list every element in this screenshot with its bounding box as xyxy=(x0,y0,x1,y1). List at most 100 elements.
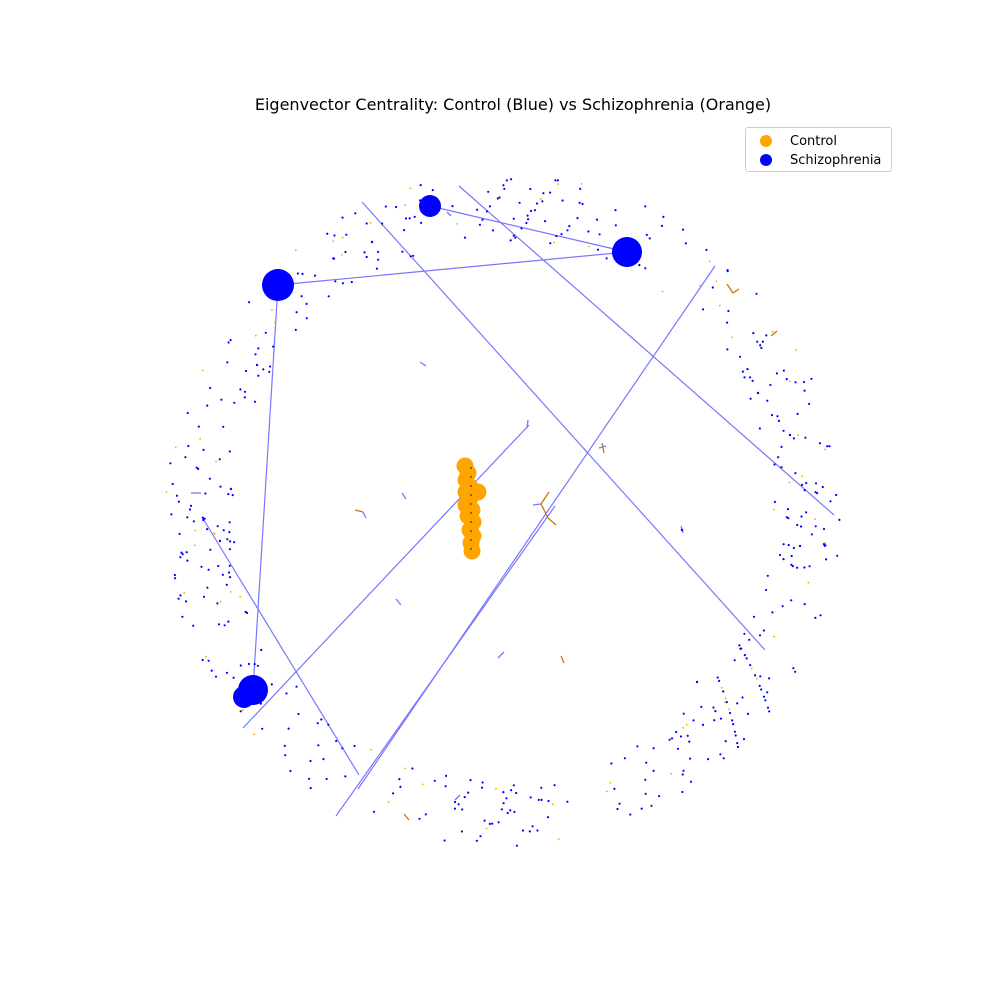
isolated-node xyxy=(547,799,550,803)
isolated-node xyxy=(785,516,788,519)
isolated-node xyxy=(201,658,204,662)
isolated-node xyxy=(491,229,495,232)
isolated-node xyxy=(739,647,742,650)
control-hub-edge-dot xyxy=(470,476,472,478)
isolated-node xyxy=(759,344,762,347)
isolated-node xyxy=(799,525,803,528)
isolated-node xyxy=(805,511,808,514)
isolated-node xyxy=(195,466,198,469)
isolated-node xyxy=(557,183,560,186)
isolated-node xyxy=(227,620,230,623)
isolated-node xyxy=(790,554,793,558)
isolated-node xyxy=(305,302,308,305)
isolated-node xyxy=(285,692,288,695)
isolated-node xyxy=(716,676,719,679)
isolated-node xyxy=(341,254,343,256)
isolated-node xyxy=(719,753,722,756)
isolated-node xyxy=(810,377,813,380)
isolated-node xyxy=(755,292,758,295)
isolated-node xyxy=(726,348,729,351)
short-edge xyxy=(770,330,778,337)
isolated-node xyxy=(231,494,234,497)
isolated-node xyxy=(344,775,347,778)
schizophrenia-hub-node xyxy=(262,269,294,301)
schizophrenia-edge xyxy=(242,424,530,729)
isolated-node xyxy=(803,489,806,492)
isolated-node xyxy=(746,368,749,371)
isolated-node xyxy=(200,565,203,568)
isolated-node xyxy=(675,730,678,734)
isolated-node xyxy=(733,659,736,662)
isolated-node xyxy=(529,796,532,799)
short-edge xyxy=(419,361,427,367)
isolated-node xyxy=(540,798,543,802)
isolated-node xyxy=(800,515,803,518)
schizophrenia-edge xyxy=(335,505,556,817)
isolated-node xyxy=(652,747,655,750)
isolated-node xyxy=(765,334,768,337)
isolated-node xyxy=(491,822,494,825)
isolated-node xyxy=(688,740,691,743)
isolated-node xyxy=(253,733,256,736)
isolated-node xyxy=(798,544,802,548)
isolated-node xyxy=(780,466,783,469)
isolated-node xyxy=(453,800,457,804)
isolated-node xyxy=(658,795,661,798)
isolated-node xyxy=(518,201,521,204)
isolated-node xyxy=(199,437,202,440)
schizophrenia-edge xyxy=(252,284,279,691)
isolated-node xyxy=(444,785,447,788)
isolated-node xyxy=(762,629,765,632)
isolated-node xyxy=(228,450,231,453)
isolated-node xyxy=(443,839,446,842)
isolated-node xyxy=(239,595,242,598)
isolated-node xyxy=(245,611,249,615)
isolated-node xyxy=(644,778,647,781)
short-edge xyxy=(497,651,505,659)
control-hub-edge-dot xyxy=(470,548,472,550)
isolated-node xyxy=(214,675,218,678)
isolated-node xyxy=(241,709,244,712)
isolated-node xyxy=(186,559,189,562)
isolated-node xyxy=(788,433,792,437)
isolated-node xyxy=(743,654,747,657)
isolated-node xyxy=(270,683,273,686)
isolated-node xyxy=(309,759,312,763)
isolated-node xyxy=(556,179,560,182)
isolated-node xyxy=(262,368,265,371)
isolated-node xyxy=(171,482,174,486)
isolated-node xyxy=(758,634,762,637)
isolated-node xyxy=(766,706,770,709)
isolated-node xyxy=(787,543,790,547)
isolated-node xyxy=(640,807,643,810)
isolated-node xyxy=(529,187,532,191)
legend-label-control: Control xyxy=(790,133,837,149)
isolated-node xyxy=(692,719,695,722)
isolated-node xyxy=(243,390,247,393)
isolated-node xyxy=(274,322,276,324)
schizophrenia-hubs xyxy=(233,195,642,708)
isolated-node xyxy=(509,809,512,812)
isolated-node xyxy=(204,492,207,495)
isolated-node xyxy=(761,340,765,343)
isolated-node xyxy=(341,216,344,219)
isolated-node xyxy=(451,205,454,208)
legend-item-schizophrenia: Schizophrenia xyxy=(760,152,881,168)
isolated-node xyxy=(377,250,380,253)
isolated-node xyxy=(254,334,257,337)
isolated-node xyxy=(485,210,489,213)
isolated-node xyxy=(512,784,515,787)
isolated-node xyxy=(203,517,206,520)
isolated-node xyxy=(743,632,746,635)
isolated-node xyxy=(222,425,225,428)
isolated-node xyxy=(229,591,232,593)
isolated-node xyxy=(309,787,312,790)
isolated-node xyxy=(208,477,211,480)
isolated-node xyxy=(184,456,187,459)
isolated-node xyxy=(777,419,781,422)
isolated-node xyxy=(502,791,505,794)
isolated-node xyxy=(202,595,206,598)
isolated-node xyxy=(527,218,530,221)
isolated-node xyxy=(546,816,550,819)
isolated-node xyxy=(588,245,590,248)
